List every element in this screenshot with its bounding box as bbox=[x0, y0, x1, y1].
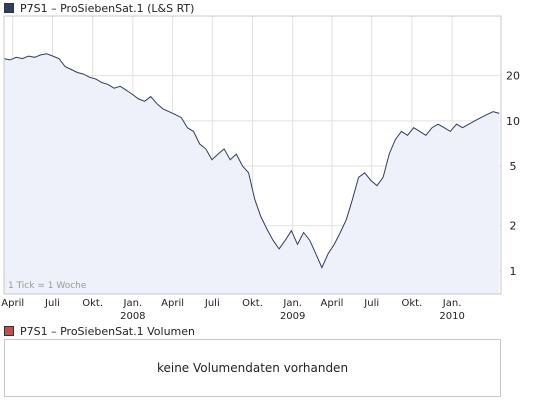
x-tick-label: Juli bbox=[204, 298, 220, 309]
y-tick-label: 2 bbox=[510, 220, 517, 233]
volume-panel: keine Volumendaten vorhanden bbox=[4, 339, 501, 397]
price-chart: April Juli Okt. Jan. 2008 April Juli Okt. Jan. 20… bbox=[1, 15, 520, 322]
price-line bbox=[3, 53, 500, 269]
volume-series-swatch bbox=[4, 326, 14, 336]
volume-title: P7S1 – ProSiebenSat.1 Volumen bbox=[20, 324, 195, 338]
chart-legend: P7S1 – ProSiebenSat.1 (L&S RT) bbox=[4, 1, 194, 15]
tick-note: 1 Tick = 1 Woche bbox=[8, 281, 87, 291]
x-tick-label: Okt. bbox=[82, 298, 103, 309]
x-year-label: 2010 bbox=[439, 311, 464, 322]
price-series-swatch bbox=[4, 3, 14, 13]
y-tick-label: 5 bbox=[510, 160, 517, 173]
price-area-fill bbox=[4, 53, 500, 294]
x-year-label: 2008 bbox=[120, 311, 145, 322]
y-tick-label: 20 bbox=[506, 70, 520, 83]
volume-legend: P7S1 – ProSiebenSat.1 Volumen bbox=[4, 324, 195, 338]
x-tick-label: April bbox=[321, 298, 344, 309]
chart-title: P7S1 – ProSiebenSat.1 (L&S RT) bbox=[20, 1, 195, 15]
y-tick-label: 10 bbox=[506, 115, 520, 128]
y-tick-label: 1 bbox=[510, 265, 517, 278]
x-tick-label: Okt. bbox=[402, 298, 423, 309]
x-tick-label: Juli bbox=[44, 298, 60, 309]
x-tick-label: Juli bbox=[363, 298, 379, 309]
chart-frame bbox=[3, 15, 502, 295]
volume-empty-message: keine Volumendaten vorhanden bbox=[156, 361, 349, 375]
x-tick-label: April bbox=[1, 298, 24, 309]
x-tick-label: Jan. bbox=[282, 298, 302, 309]
x-tick-label: April bbox=[161, 298, 184, 309]
x-tick-label: Jan. bbox=[442, 298, 462, 309]
x-year-label: 2009 bbox=[280, 311, 305, 322]
chart-axis-labels: April Juli Okt. Jan. 2008 April Juli Okt. Jan. 20… bbox=[1, 70, 520, 322]
x-tick-label: Jan. bbox=[123, 298, 143, 309]
x-tick-label: Okt. bbox=[242, 298, 263, 309]
